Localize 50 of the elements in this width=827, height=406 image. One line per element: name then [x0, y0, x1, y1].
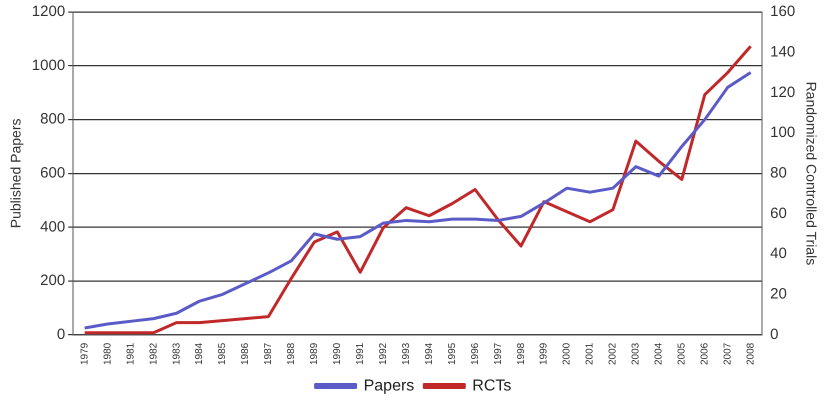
y-tick-label: 0 — [56, 326, 66, 343]
x-tick-label: 1995 — [446, 342, 458, 366]
x-tick-label: 1996 — [470, 342, 481, 366]
x-tick-label: 2007 — [722, 342, 734, 366]
x-tick-label: 1980 — [102, 342, 114, 366]
x-tick-label: 2003 — [630, 342, 642, 366]
x-tick-label: 1986 — [240, 342, 252, 366]
y-tick-label: 1000 — [32, 56, 66, 74]
x-tick-label: 2004 — [654, 342, 665, 366]
y-tick-label: 600 — [40, 164, 66, 182]
y-tick-label: 800 — [40, 110, 66, 128]
y2-tick-label: 80 — [770, 164, 787, 182]
x-tick-label: 2002 — [608, 342, 619, 366]
x-tick-label: 1982 — [148, 342, 160, 366]
x-tick-label: 1997 — [492, 342, 504, 366]
y2-tick-label: 160 — [770, 3, 796, 20]
x-tick-label: 2006 — [700, 342, 711, 366]
y2-tick-label: 140 — [770, 43, 796, 60]
x-tick-label: 1979 — [79, 342, 90, 366]
y2-tick-label: 40 — [770, 245, 787, 262]
legend-label: RCTs — [472, 377, 512, 394]
x-tick-label: 1998 — [516, 342, 527, 366]
y-tick-label: 400 — [40, 218, 66, 236]
x-tick-label: 1991 — [355, 342, 366, 366]
y2-tick-label: 20 — [770, 286, 787, 303]
x-tick-label: 1992 — [378, 342, 389, 366]
y2-axis-title: Randomized Controlled Trials — [804, 82, 820, 266]
legend-label: Papers — [364, 377, 414, 394]
x-tick-label: 1984 — [194, 342, 206, 366]
x-tick-label: 2008 — [745, 342, 756, 366]
x-tick-label: 1994 — [424, 342, 435, 366]
x-tick-label: 1990 — [332, 342, 344, 366]
x-tick-label: 1985 — [217, 342, 228, 366]
y2-tick-label: 60 — [770, 204, 787, 222]
x-tick-label: 1989 — [309, 342, 320, 366]
y-axis-title: Published Papers — [7, 118, 24, 228]
x-tick-label: 1988 — [286, 342, 298, 366]
y2-tick-label: 120 — [770, 84, 796, 101]
x-tick-label: 1983 — [171, 342, 182, 366]
y2-tick-label: 100 — [770, 124, 796, 142]
x-tick-label: 2001 — [584, 342, 596, 366]
y2-tick-label: 0 — [770, 326, 779, 343]
y-tick-label: 200 — [40, 272, 66, 290]
y-tick-label: 1200 — [32, 3, 66, 20]
x-tick-label: 1999 — [538, 342, 550, 366]
x-tick-label: 1981 — [125, 342, 136, 366]
x-tick-label: 1987 — [263, 342, 274, 366]
x-tick-label: 2005 — [676, 342, 688, 366]
x-tick-label: 1993 — [400, 342, 412, 366]
x-tick-label: 2000 — [562, 342, 573, 366]
